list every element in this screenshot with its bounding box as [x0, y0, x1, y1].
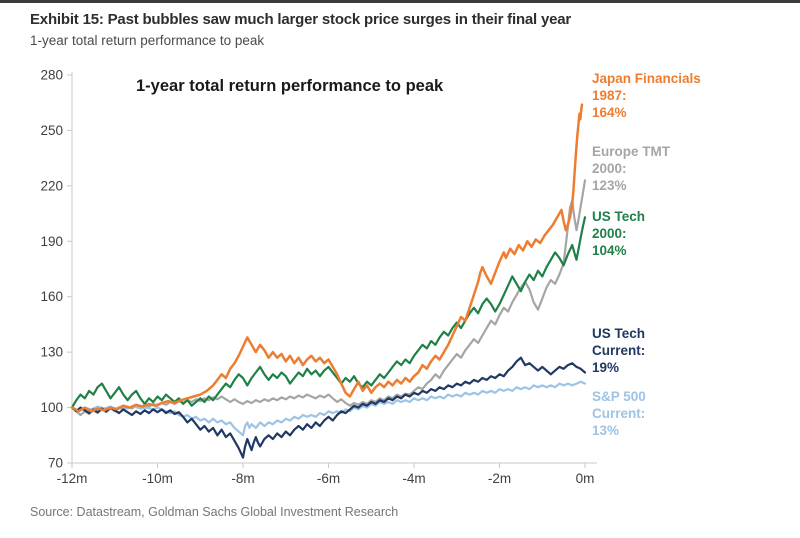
chart-title: 1-year total return performance to peak: [136, 77, 444, 95]
series-line-s-p-500-current: [70, 380, 587, 437]
legend-line: 164%: [592, 105, 627, 120]
legend-line: 1987:: [592, 88, 627, 103]
x-tick-label: -8m: [231, 471, 254, 486]
y-tick-label: 220: [40, 178, 63, 193]
series-line-europe-tmt-2000: [70, 179, 587, 417]
series-line-us-tech-current: [70, 356, 587, 459]
legend-line: US Tech: [592, 326, 646, 341]
legend-line: 2000:: [592, 161, 627, 176]
x-tick-label: -6m: [317, 471, 340, 486]
series-line-japan-financials-1987: [70, 103, 584, 413]
top-border: [0, 0, 800, 3]
y-tick-label: 100: [40, 400, 63, 415]
x-tick-label: 0m: [576, 471, 595, 486]
series-line-us-tech-2000: [70, 216, 587, 409]
legend-line: Europe TMT: [592, 144, 670, 159]
y-tick-label: 250: [40, 123, 63, 138]
legend-line: Current:: [592, 343, 646, 358]
legend-line: 19%: [592, 360, 620, 375]
x-tick-label: -4m: [402, 471, 425, 486]
y-tick-label: 280: [40, 68, 63, 83]
legend-line: Current:: [592, 406, 646, 421]
legend-sp500-current: S&P 500 Current: 13%: [592, 388, 752, 439]
legend-line: Japan Financials: [592, 71, 701, 86]
legend-us-tech-2000: US Tech 2000: 104%: [592, 208, 752, 259]
legend-us-tech-current: US Tech Current: 19%: [592, 325, 752, 376]
legend-line: 13%: [592, 423, 620, 438]
legend-line: 123%: [592, 178, 627, 193]
legend-europe-tmt: Europe TMT 2000: 123%: [592, 143, 752, 194]
x-tick-label: -10m: [142, 471, 173, 486]
legend-line: S&P 500: [592, 389, 646, 404]
y-tick-label: 190: [40, 234, 63, 249]
x-tick-label: -2m: [488, 471, 511, 486]
y-tick-label: 70: [48, 456, 63, 471]
legend-line: US Tech: [592, 209, 646, 224]
exhibit-subtitle: 1-year total return performance to peak: [30, 33, 265, 48]
legend-japan-financials: Japan Financials 1987: 164%: [592, 70, 752, 121]
y-tick-label: 130: [40, 345, 63, 360]
legend-line: 2000:: [592, 226, 627, 241]
legend-line: 104%: [592, 243, 627, 258]
x-tick-label: -12m: [57, 471, 88, 486]
exhibit-title: Exhibit 15: Past bubbles saw much larger…: [30, 11, 572, 28]
y-tick-label: 160: [40, 289, 63, 304]
source-line: Source: Datastream, Goldman Sachs Global…: [30, 505, 399, 519]
